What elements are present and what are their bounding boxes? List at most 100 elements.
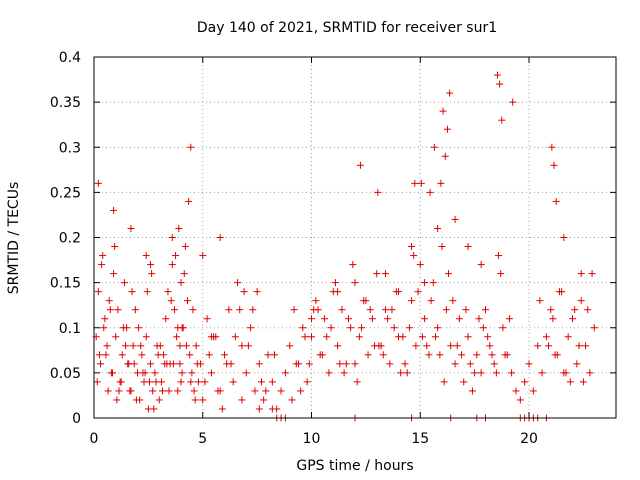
data-point	[434, 324, 442, 332]
data-point	[325, 369, 333, 377]
data-point	[349, 261, 357, 269]
data-point	[584, 306, 592, 314]
data-point	[381, 306, 389, 314]
data-point	[214, 387, 222, 395]
data-point	[236, 306, 244, 314]
data-point	[185, 197, 193, 205]
data-point	[175, 224, 183, 232]
data-point	[97, 360, 105, 368]
data-point	[98, 261, 106, 269]
data-point	[303, 378, 311, 386]
data-point	[165, 387, 173, 395]
data-point	[496, 80, 504, 88]
data-point	[301, 333, 309, 341]
data-point	[440, 378, 448, 386]
data-point	[159, 387, 167, 395]
data-point	[223, 360, 231, 368]
data-point	[238, 396, 246, 404]
data-point	[218, 405, 226, 413]
data-point	[318, 351, 326, 359]
data-point	[338, 306, 346, 314]
data-point	[124, 360, 132, 368]
data-point	[151, 369, 159, 377]
data-point	[119, 324, 127, 332]
data-point	[162, 315, 170, 323]
data-point	[142, 333, 150, 341]
data-point	[104, 387, 112, 395]
data-point	[436, 351, 444, 359]
data-point	[297, 387, 305, 395]
data-point	[156, 342, 164, 350]
data-point	[167, 297, 175, 305]
data-point	[414, 288, 422, 296]
data-point	[312, 297, 320, 305]
y-tick-label: 0.2	[59, 231, 81, 247]
data-point	[120, 279, 128, 287]
data-point	[521, 378, 529, 386]
data-point	[355, 333, 363, 341]
data-point	[201, 378, 209, 386]
data-point	[529, 387, 537, 395]
data-point	[410, 252, 418, 260]
data-point	[262, 387, 270, 395]
data-point	[460, 378, 468, 386]
data-point	[176, 342, 184, 350]
data-point	[137, 342, 145, 350]
data-point	[417, 179, 425, 187]
data-point	[164, 288, 172, 296]
data-point	[388, 306, 396, 314]
data-point	[102, 351, 110, 359]
data-point	[334, 342, 342, 350]
data-point	[154, 351, 162, 359]
data-point	[101, 315, 109, 323]
data-point	[353, 378, 361, 386]
data-point	[100, 324, 108, 332]
data-point	[288, 396, 296, 404]
data-point	[290, 306, 298, 314]
data-point	[229, 378, 237, 386]
data-point	[199, 396, 207, 404]
data-point	[189, 306, 197, 314]
data-point	[575, 342, 583, 350]
data-point	[186, 351, 194, 359]
data-point	[135, 324, 143, 332]
data-point	[95, 351, 103, 359]
data-point	[308, 333, 315, 341]
data-point	[562, 369, 570, 377]
data-point	[364, 351, 372, 359]
data-point	[486, 342, 494, 350]
data-point	[495, 252, 503, 260]
data-points	[92, 71, 598, 422]
data-point	[103, 342, 111, 350]
data-point	[128, 288, 136, 296]
data-point	[484, 333, 492, 341]
y-tick-label: 0.35	[50, 95, 81, 111]
data-point	[509, 98, 517, 106]
data-point	[111, 243, 119, 251]
data-point	[277, 387, 285, 395]
data-point	[545, 342, 553, 350]
data-point	[455, 315, 463, 323]
data-point	[368, 315, 376, 323]
data-point	[475, 315, 483, 323]
data-point	[439, 107, 447, 115]
data-point	[225, 306, 233, 314]
data-point	[203, 315, 211, 323]
y-tick-label: 0.3	[59, 140, 81, 156]
data-point	[479, 324, 487, 332]
data-point	[271, 351, 279, 359]
data-point	[471, 369, 479, 377]
data-point	[244, 342, 252, 350]
data-point	[143, 288, 151, 296]
data-point	[268, 405, 276, 413]
y-tick-label: 0.25	[50, 185, 81, 201]
data-point	[260, 396, 268, 404]
data-point	[255, 360, 263, 368]
y-tick-label: 0.1	[59, 321, 81, 337]
data-point	[427, 297, 435, 305]
data-point	[390, 324, 398, 332]
data-point	[498, 116, 506, 124]
x-axis-label: GPS time / hours	[296, 458, 413, 474]
data-point	[358, 324, 366, 332]
